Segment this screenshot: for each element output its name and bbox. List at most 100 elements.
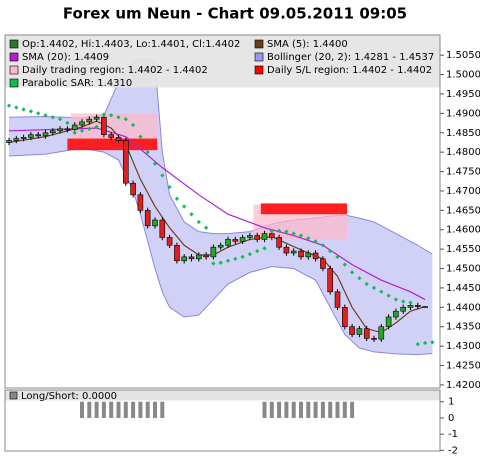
candle-body	[64, 128, 71, 131]
sar-dot	[218, 260, 223, 265]
y-tick-label: 1.4900	[446, 108, 480, 119]
legend-label: SMA (20): 1.4409	[22, 52, 109, 63]
sar-dot	[298, 233, 304, 238]
sar-dot	[196, 219, 201, 225]
legend-swatch	[9, 78, 19, 88]
y-tick-label: 1.5050	[446, 50, 480, 61]
sar-dot	[123, 117, 128, 122]
bar	[160, 401, 165, 418]
sar-dot	[276, 228, 282, 234]
indicator-plot: Long/Short: 0.0000 1 0 -1 -2	[4, 389, 458, 456]
bar	[131, 401, 136, 418]
y-tick-label: 1.4550	[446, 244, 480, 255]
y-tick-label: 1.4600	[446, 225, 480, 236]
sar-dot	[255, 248, 260, 254]
bar	[335, 401, 340, 418]
bar	[299, 401, 303, 418]
candle-body	[71, 124, 78, 130]
sar-dot	[43, 113, 48, 118]
y-tick-label: 1.4300	[446, 341, 480, 352]
y-tick-label: 1.4450	[446, 283, 480, 294]
candle-body	[232, 239, 239, 242]
candle-body	[137, 194, 144, 211]
candle-body	[385, 316, 392, 328]
sar-dot	[116, 115, 121, 120]
sar-dot	[393, 297, 399, 302]
sar-dot	[240, 254, 245, 260]
legend-label: Parabolic SAR: 1.4310	[22, 78, 132, 89]
sar-dot	[87, 126, 92, 131]
y-tick-label: 0	[448, 413, 454, 424]
candle-body	[341, 307, 348, 328]
sar-dot	[36, 111, 41, 116]
sar-dot	[386, 293, 391, 298]
candle-body	[290, 250, 297, 254]
sar-dot	[284, 229, 289, 234]
sar-dot	[145, 150, 150, 155]
bar	[153, 401, 157, 418]
indicator-legend-band	[5, 390, 440, 401]
y-tick-label: 1.4650	[446, 205, 480, 216]
candle-body	[86, 118, 93, 123]
candle-body	[152, 219, 158, 227]
candle-body	[414, 305, 421, 307]
sar-dot	[21, 107, 26, 112]
candle-body	[349, 326, 355, 335]
candle-body	[93, 116, 100, 120]
candle-body	[35, 134, 42, 137]
sar-dot	[291, 231, 296, 236]
candle-body	[108, 134, 114, 138]
sar-dot	[203, 225, 209, 230]
legend-label: Op:1.4402, Hi:1.4403, Lo:1.4401, Cl:1.44…	[22, 39, 240, 50]
sar-dot	[408, 300, 413, 305]
legend-swatch	[9, 39, 19, 49]
candle-body	[28, 134, 34, 138]
candle-body	[371, 338, 377, 340]
sar-dot	[349, 270, 355, 275]
sar-dot	[130, 122, 136, 128]
sar-dot	[65, 120, 70, 126]
candle-body	[42, 132, 49, 137]
candle-body	[268, 233, 275, 238]
candle-body	[239, 237, 246, 242]
candle-body	[210, 246, 217, 258]
candle-body	[20, 137, 27, 139]
sar-dot	[152, 161, 158, 166]
candle-body	[407, 305, 414, 308]
candle-body	[49, 130, 56, 134]
y-tick-label: 1.4250	[446, 361, 480, 372]
candle-body	[6, 140, 12, 143]
bar	[80, 401, 84, 418]
y-tick-label: 1.4400	[446, 302, 480, 313]
legend-band	[5, 35, 440, 88]
bar	[306, 401, 311, 418]
sar-dot	[211, 261, 216, 266]
candle-body	[166, 237, 173, 246]
bar	[328, 401, 333, 418]
candle-body	[254, 235, 260, 240]
sar-dot	[342, 262, 347, 267]
bar	[145, 401, 150, 418]
sar-dot	[167, 184, 172, 190]
sar-dot	[247, 252, 253, 257]
sar-dot	[174, 196, 180, 201]
y-tick-label: 1.4500	[446, 264, 480, 275]
candle-body	[334, 291, 341, 308]
sar-dot	[50, 115, 55, 120]
sar-dot	[138, 134, 143, 139]
candle-body	[422, 306, 428, 308]
candle-body	[130, 182, 136, 196]
bar	[320, 401, 325, 418]
legend-label: Bollinger (20, 2): 1.4281 - 1.4537	[267, 52, 434, 63]
bar	[123, 401, 128, 418]
legend-label: Daily trading region: 1.4402 - 1.4402	[22, 65, 208, 76]
y-tick-label: 1.4200	[446, 380, 480, 391]
sar-dot	[182, 204, 187, 209]
sar-dot	[320, 243, 326, 248]
y-tick-label: -2	[448, 445, 458, 456]
y-tick-label: 1.4800	[446, 147, 480, 158]
candle-body	[188, 256, 195, 260]
bar	[94, 401, 99, 418]
y-tick-label: 1	[448, 397, 454, 408]
sar-dot	[233, 256, 238, 261]
